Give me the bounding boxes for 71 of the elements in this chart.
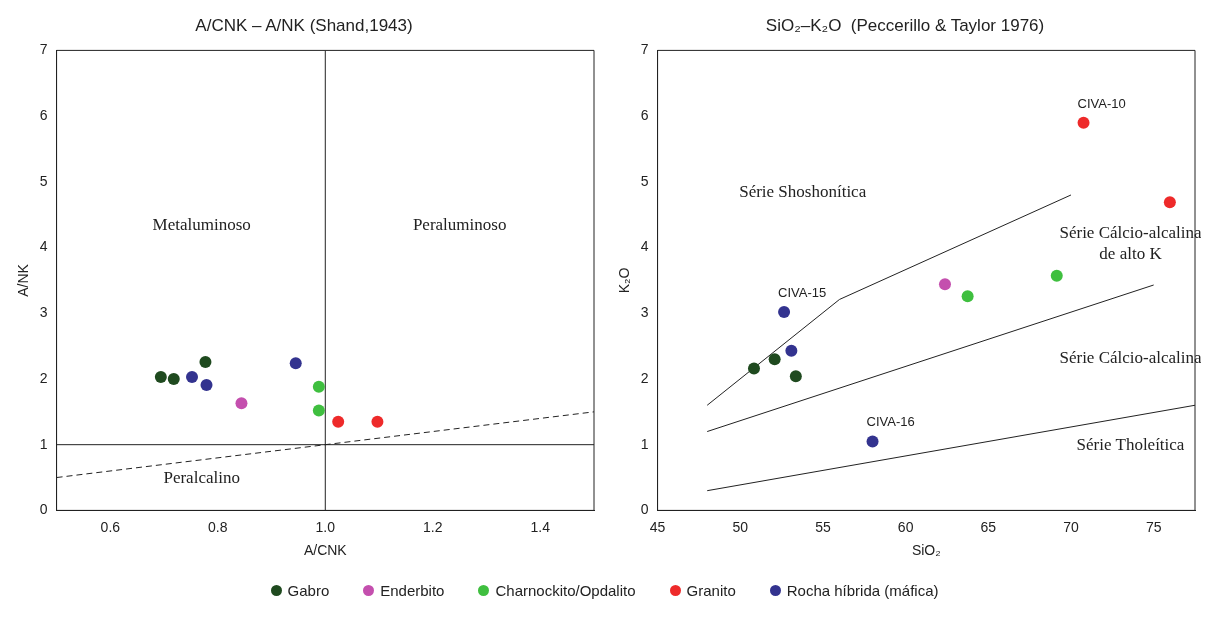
- x-tick-label: 50: [732, 518, 749, 535]
- annotation: Série Cálcio-alcalina: [1059, 348, 1202, 368]
- annotation: Peralcalino: [163, 467, 240, 487]
- x-axis-title: SiO₂: [911, 542, 941, 559]
- x-tick-label: 60: [897, 518, 914, 535]
- chart-title: SiO₂–K₂O (Peccerillo & Taylor 1976): [765, 15, 1045, 35]
- x-tick-label: 65: [980, 518, 997, 535]
- point: [235, 397, 248, 410]
- point: [312, 404, 325, 417]
- y-axis-title: A/NK: [15, 263, 32, 297]
- legend-label: Granito: [686, 582, 736, 599]
- x-axis-title: A/CNK: [303, 542, 348, 559]
- x-tick-label: 55: [815, 518, 831, 535]
- point: [1077, 116, 1090, 129]
- y-axis-title: K₂O: [616, 267, 633, 294]
- x-tick-label: 75: [1145, 518, 1162, 535]
- y-tick-label: 2: [39, 369, 48, 386]
- y-tick-label: 3: [640, 304, 649, 321]
- point: [768, 353, 781, 366]
- point: [1050, 269, 1063, 282]
- point: [312, 380, 325, 393]
- legend-label: Charnockito/Opdalito: [495, 582, 636, 599]
- annotation: Série Shoshonítica: [739, 182, 867, 202]
- annotation: Metaluminoso: [152, 214, 251, 234]
- point: [186, 371, 199, 383]
- y-tick-label: 2: [640, 369, 649, 386]
- annotation: CIVA-10: [1077, 95, 1126, 111]
- y-tick-label: 0: [39, 501, 48, 518]
- y-tick-label: 5: [39, 172, 48, 189]
- annotation: Peraluminoso: [412, 214, 507, 234]
- point: [371, 415, 384, 428]
- point: [938, 278, 951, 291]
- x-tick-label: 70: [1063, 518, 1079, 535]
- legend-label: Gabro: [287, 582, 330, 599]
- annotation: Série Tholeítica: [1076, 435, 1185, 455]
- point: [789, 370, 802, 383]
- point: [332, 415, 345, 428]
- y-tick-label: 3: [39, 304, 48, 321]
- x-tick-label: 1.4: [530, 518, 551, 535]
- point: [289, 357, 302, 370]
- point: [866, 435, 879, 448]
- y-tick-label: 6: [39, 106, 48, 123]
- annotation: CIVA-15: [778, 285, 827, 301]
- x-tick-label: 0.6: [100, 518, 121, 535]
- chart-title: A/CNK – A/NK (Shand,1943): [195, 15, 413, 35]
- annotation: CIVA-16: [866, 414, 915, 430]
- point: [154, 371, 167, 383]
- y-tick-label: 6: [640, 106, 649, 123]
- y-tick-label: 4: [640, 238, 649, 255]
- y-tick-label: 1: [640, 435, 649, 452]
- y-tick-label: 5: [640, 172, 649, 189]
- point: [167, 372, 180, 385]
- point: [961, 290, 974, 303]
- x-tick-label: 1.0: [315, 518, 336, 535]
- legend-label: Enderbito: [380, 582, 445, 599]
- point: [778, 305, 791, 318]
- legend-label: Rocha híbrida (máfica): [786, 582, 939, 599]
- y-tick-label: 0: [640, 501, 649, 518]
- y-tick-label: 4: [39, 238, 48, 255]
- point: [747, 362, 760, 375]
- point: [199, 355, 212, 368]
- point: [1163, 196, 1176, 209]
- y-tick-label: 7: [39, 41, 48, 58]
- point: [785, 344, 798, 357]
- x-tick-label: 0.8: [208, 518, 228, 535]
- point: [200, 378, 213, 391]
- y-tick-label: 7: [640, 41, 649, 58]
- annotation: Série Cálcio-alcalina de alto K: [1059, 222, 1202, 263]
- x-tick-label: 1.2: [423, 518, 443, 535]
- y-tick-label: 1: [39, 435, 48, 452]
- x-tick-label: 45: [649, 518, 666, 535]
